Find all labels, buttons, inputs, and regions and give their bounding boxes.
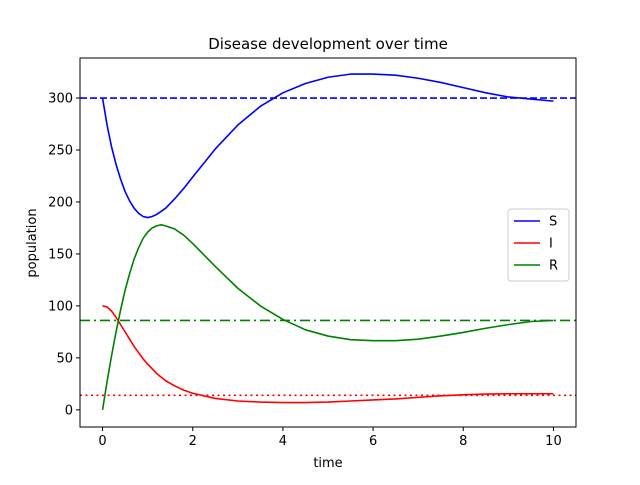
x-tick-label: 2 — [189, 434, 197, 449]
legend-label-s: S — [549, 215, 557, 230]
y-tick-label: 50 — [56, 351, 73, 366]
series-line-s — [101, 73, 554, 219]
series-lines — [101, 73, 554, 410]
chart-title: Disease development over time — [208, 35, 448, 53]
x-tick-label: 0 — [98, 434, 106, 449]
x-tick-label: 4 — [279, 434, 287, 449]
y-tick-label: 150 — [48, 247, 73, 262]
y-tick-label: 300 — [48, 92, 73, 107]
series-line-r — [101, 224, 554, 410]
x-axis: 0 2 4 6 8 10 — [98, 427, 562, 449]
y-tick-label: 250 — [48, 143, 73, 158]
x-tick-label: 10 — [545, 434, 562, 449]
plot-frame — [79, 57, 577, 428]
legend-label-i: I — [549, 237, 553, 252]
y-axis: 0 50 100 150 200 250 300 — [48, 92, 80, 418]
series-line-i — [102, 305, 554, 404]
legend-box — [507, 208, 570, 282]
reference-lines — [80, 97, 576, 397]
legend-label-r: R — [549, 259, 558, 274]
x-tick-label: 8 — [459, 434, 467, 449]
x-axis-label: time — [313, 456, 342, 471]
y-tick-label: 100 — [48, 299, 73, 314]
y-tick-label: 200 — [48, 195, 73, 210]
legend: SIR — [507, 208, 570, 282]
y-axis-label: population — [25, 208, 40, 277]
x-tick-label: 6 — [369, 434, 377, 449]
y-tick-label: 0 — [65, 403, 73, 418]
